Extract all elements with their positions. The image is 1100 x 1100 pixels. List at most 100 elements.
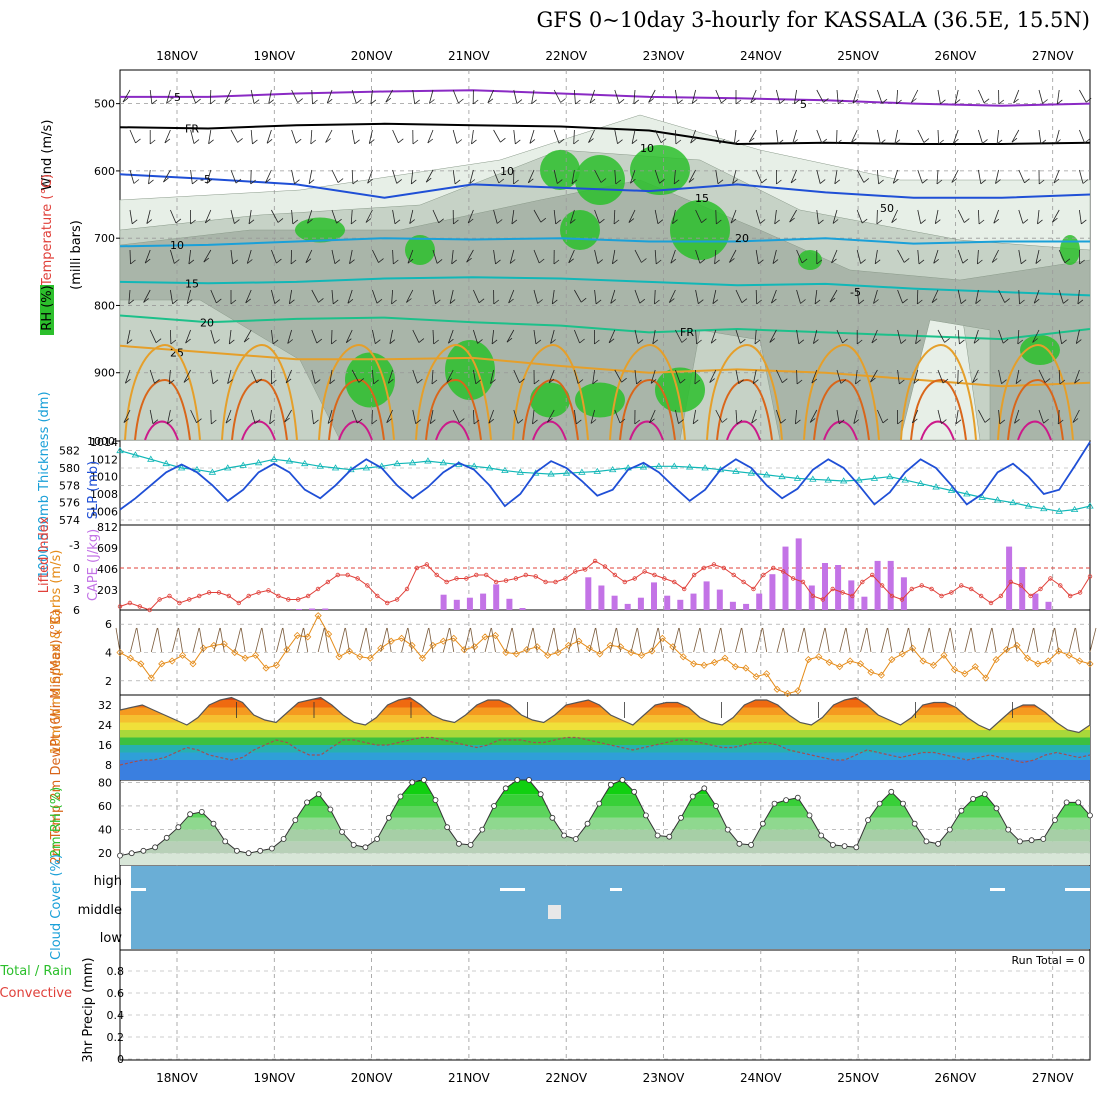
surface-wind-barb: [734, 627, 742, 653]
wind-barb: [829, 289, 838, 303]
upper-air-ylabels: Wind (m/s) Temperature (°C) RH (%) (mill…: [40, 120, 84, 335]
wind-barb: [654, 209, 659, 224]
cape-bar: [453, 599, 460, 610]
surface-wind-barb: [1027, 627, 1034, 653]
wind-barb-flag: [922, 178, 928, 184]
ytick-slp: 1006: [90, 505, 118, 518]
wind-barb-flag: [719, 139, 725, 144]
wind-barb: [733, 129, 737, 144]
wind-barb-flag: [131, 219, 138, 225]
wind-barb-flag: [701, 218, 707, 224]
wind-barb-flag: [329, 379, 336, 385]
wind-barb-flag: [641, 258, 647, 263]
surface-wind-barb: [470, 627, 476, 653]
wind-barb-flag: [959, 339, 965, 345]
wind-barb-flag: [295, 138, 302, 144]
wind-barb: [529, 129, 535, 144]
li-point: [969, 586, 974, 592]
wind-barb: [326, 89, 333, 104]
rh-moist-patch: [295, 217, 345, 243]
wind-barb: [594, 249, 599, 264]
wind-speed-marker: [325, 630, 333, 638]
wind-barb-flag: [894, 139, 901, 145]
wind-barb-flag: [446, 378, 453, 383]
wind-barb-flag: [1002, 338, 1009, 344]
wind-speed-marker: [481, 633, 489, 641]
wind-barb-flag: [699, 258, 706, 264]
ytick-cape: 406: [97, 563, 118, 576]
wind-barb-flag: [814, 299, 821, 305]
surface-wind-barb: [213, 627, 221, 653]
thickness-marker: [1055, 507, 1063, 514]
wind-barb: [836, 89, 839, 104]
cape-bar: [493, 584, 500, 610]
wind-barb: [594, 169, 602, 183]
wind-barb: [574, 329, 580, 344]
wind-barb-flag: [557, 179, 563, 184]
legend-convective: Convective: [0, 986, 72, 1001]
rh-point: [385, 814, 392, 821]
wind-barb-flag: [210, 99, 216, 105]
li-point: [414, 565, 420, 571]
li-point: [672, 579, 677, 585]
temp-band: [120, 745, 1090, 753]
wind-barb-flag: [365, 218, 372, 223]
wind-barb: [712, 289, 717, 304]
wind-barb: [250, 129, 253, 144]
wind-barb-flag: [308, 179, 315, 185]
wind-barb-flag: [1085, 97, 1092, 103]
cape-bar: [835, 565, 842, 610]
wind-barb: [513, 129, 516, 144]
cape-bar: [795, 538, 802, 610]
li-point: [602, 564, 608, 569]
rh-point: [233, 847, 240, 854]
wind-barb: [170, 209, 177, 224]
li-point: [503, 578, 509, 583]
rh-point: [1052, 817, 1058, 823]
wind-barb-flag: [414, 99, 420, 105]
temp-contour-label: -5: [200, 173, 211, 186]
wind-barb: [978, 209, 980, 225]
wind-barb: [129, 249, 131, 265]
ytick-temp: 24: [98, 719, 112, 732]
wind-barb: [673, 169, 676, 184]
cloud-gap: [610, 888, 622, 891]
wind-barb-flag: [1033, 298, 1040, 304]
surface-wind-barb: [943, 627, 951, 653]
rh-point: [572, 836, 579, 842]
rh-point: [911, 820, 918, 827]
wind-barb: [877, 169, 879, 184]
wind-barb-flag: [175, 218, 182, 224]
wind-barb-flag: [831, 258, 837, 264]
li-point: [879, 583, 885, 588]
wind-barb: [347, 289, 353, 304]
thickness-marker: [270, 455, 278, 462]
temp-contour-label: 10: [170, 239, 184, 252]
wind-barb-flag: [853, 419, 860, 424]
rh-point: [584, 820, 591, 827]
surface-wind-barb: [428, 627, 434, 653]
li-point: [543, 579, 548, 585]
wind-barb-flag: [780, 418, 786, 424]
cape-bar: [651, 582, 657, 610]
wind-barb: [813, 329, 818, 344]
wind-barb: [977, 249, 979, 265]
surface-wind-barb: [150, 627, 158, 653]
wind-barb-flag: [297, 98, 303, 103]
wind-barb-flag: [427, 138, 434, 144]
wind-barb-flag: [174, 259, 180, 264]
diurnal-temp-loop-inner: [1007, 378, 1064, 441]
wind-barb-flag: [954, 99, 961, 104]
temp-band: [120, 752, 1090, 760]
wind-barb-flag: [652, 339, 659, 345]
rh-point: [374, 836, 381, 842]
wind-speed-marker: [220, 640, 228, 648]
ytick-li: 3: [73, 583, 80, 596]
cape-bar: [506, 598, 513, 610]
wind-barb-flag: [256, 378, 262, 384]
wind-barb-flag: [1019, 299, 1025, 305]
wind-barb: [412, 329, 420, 343]
wind-barb: [816, 169, 821, 184]
wind-barb-flag: [654, 299, 660, 305]
wind-barb-flag: [290, 259, 297, 265]
